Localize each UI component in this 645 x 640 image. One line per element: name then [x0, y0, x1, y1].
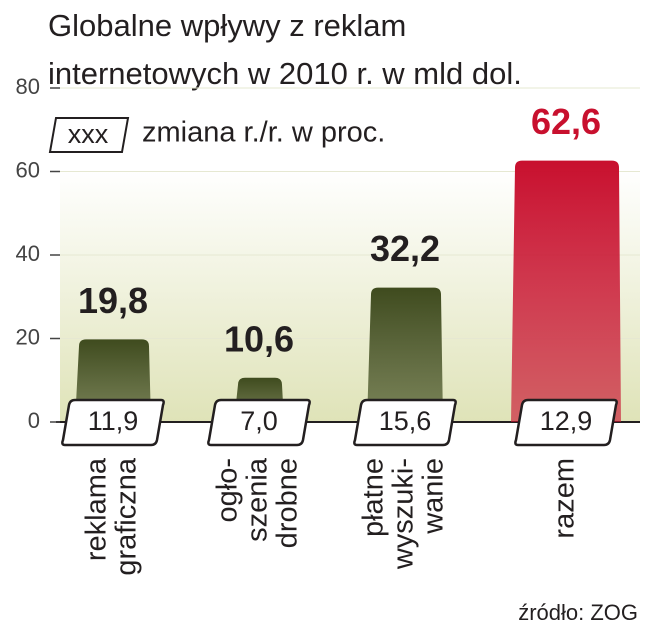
value-label: 32,2 [370, 228, 440, 269]
x-tick-label: szenia [242, 457, 274, 542]
change-label: 12,9 [540, 406, 593, 436]
legend-box [48, 117, 130, 153]
chart-title: internetowych w 2010 r. w mld dol. [48, 56, 522, 91]
x-tick-label: drobne [272, 458, 304, 548]
change-box [207, 398, 311, 447]
x-tick-label: wyszuki- [388, 458, 420, 570]
change-label: 11,9 [88, 406, 139, 436]
y-tick-label: 40 [16, 241, 40, 266]
change-label: 7,0 [240, 406, 278, 436]
bar [367, 287, 443, 422]
y-tick-label: 80 [16, 74, 40, 99]
change-label: 15,6 [379, 406, 432, 436]
x-tick-label: płatne [358, 458, 390, 537]
x-tick-label: graficzna [111, 457, 143, 576]
change-box [61, 398, 165, 447]
legend-box-text: xxx [68, 119, 109, 149]
bar [511, 160, 621, 422]
change-box [514, 398, 618, 447]
value-label: 62,6 [531, 101, 601, 142]
value-label: 19,8 [78, 280, 148, 321]
value-label: 10,6 [224, 318, 294, 359]
source: źródło: ZOG [518, 600, 638, 625]
legend-text: zmiana r./r. w proc. [142, 117, 385, 149]
chart-title: Globalne wpływy z reklam [48, 8, 406, 43]
y-tick-label: 60 [16, 157, 40, 182]
y-tick-label: 0 [28, 408, 40, 433]
x-tick-label: razem [549, 458, 581, 539]
change-box [353, 398, 457, 447]
y-tick-label: 20 [16, 324, 40, 349]
x-tick-label: reklama [81, 457, 113, 561]
x-tick-label: ogło- [212, 458, 244, 523]
x-tick-label: wanie [418, 458, 450, 535]
